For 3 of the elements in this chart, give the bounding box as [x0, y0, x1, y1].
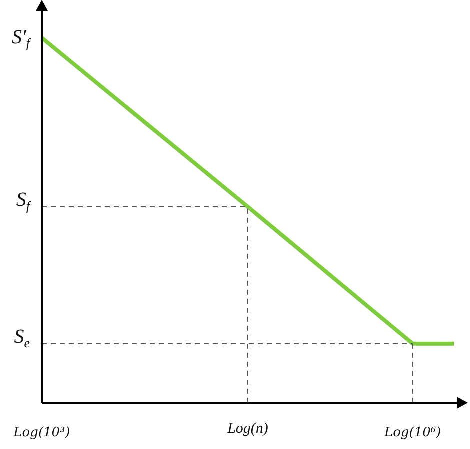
x-tick-label: Log(10³) [12, 425, 70, 440]
x-tick-label: Log(n) [226, 420, 268, 437]
x-tick-label: Log(10⁶) [383, 425, 442, 440]
